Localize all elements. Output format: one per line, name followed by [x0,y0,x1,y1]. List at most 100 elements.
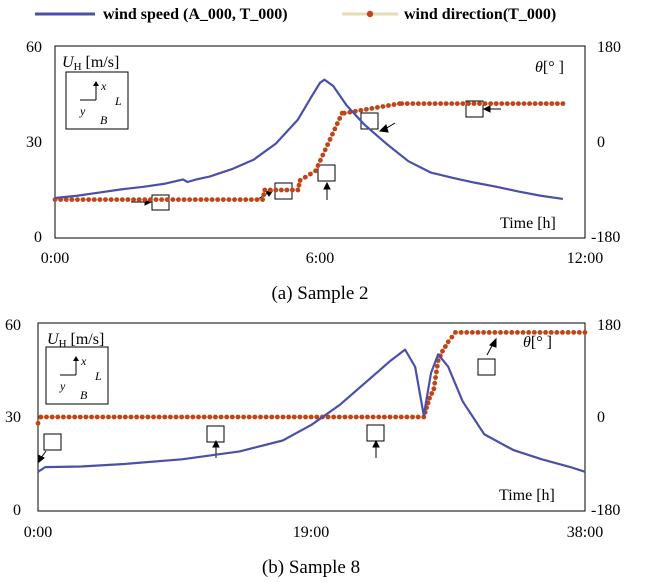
direction-point [571,330,577,335]
direction-point [209,197,215,203]
direction-point [290,187,295,193]
ylabel-left: UH [m/s] [62,54,119,73]
direction-point [330,131,335,137]
direction-point [538,101,544,106]
direction-point [119,197,125,203]
direction-point [232,197,237,203]
direction-point [358,107,364,113]
direction-point [576,330,582,335]
direction-point [131,197,136,203]
direction-point [167,414,173,420]
direction-point [445,339,451,345]
direction-point [35,420,41,426]
direction-point [363,106,369,112]
ylabel-right: θ[° ] [535,59,564,76]
direction-point [218,414,224,420]
direction-point [475,330,481,335]
direction-point [359,414,365,420]
direction-point [201,414,207,420]
ytick-left-60: 60 [26,39,42,56]
direction-point [72,414,78,420]
direction-point [421,414,427,420]
direction-point [443,101,449,106]
xtick-0: 0:00 [24,524,52,541]
direction-point [237,197,243,203]
direction-point [399,101,405,106]
direction-point [106,414,111,420]
direction-point [139,414,145,420]
direction-point [565,330,571,335]
direction-point [100,414,106,420]
direction-point [471,101,477,106]
ytick-left-30: 30 [5,409,21,426]
panel-caption: (a) Sample 2 [271,283,368,304]
axes-orientation-icon: x y L B [65,71,129,130]
direction-point [196,414,201,420]
direction-point [376,414,382,420]
svg-text:B: B [80,388,88,402]
direction-point [549,101,555,106]
direction-point [543,330,548,335]
marker-arrows [37,337,497,463]
direction-point [122,414,128,420]
direction-point [55,414,61,420]
direction-point [429,391,435,396]
direction-point [427,101,432,106]
axes-orientation-icon: x y L B [45,346,109,405]
direction-point [187,197,193,203]
direction-point [248,197,254,203]
svg-text:y: y [79,104,86,118]
direction-point [220,197,226,203]
direction-point [134,414,140,420]
direction-point [297,178,303,183]
xtick-6: 6:00 [306,250,334,267]
direction-point [336,414,342,420]
direction-point [526,330,532,335]
direction-point [303,414,308,420]
direction-point [458,330,464,335]
xlabel: Time [h] [500,215,556,232]
direction-point [337,116,343,121]
direction-point [431,386,437,392]
direction-point [136,197,142,203]
direction-point [498,330,503,335]
direction-point [582,330,588,335]
direction-point [341,110,347,116]
direction-point [353,414,359,420]
svg-text:x: x [100,79,107,93]
direction-point [560,101,566,106]
direction-point [296,182,302,188]
direction-point [274,414,280,420]
direction-point [427,395,432,401]
direction-point [554,330,560,335]
direction-point [477,101,482,106]
direction-point [387,414,393,420]
direction-point [83,414,89,420]
direction-point [342,414,348,420]
direction-point [142,197,148,203]
direction-point [66,414,72,420]
direction-point [509,330,515,335]
ytick-right-0: 0 [597,134,605,151]
direction-point [493,101,499,106]
direction-point [516,101,521,106]
direction-point [179,414,185,420]
direction-point [332,126,338,132]
direction-point [531,330,537,335]
direction-point [313,168,318,174]
direction-point [215,197,221,203]
direction-point [521,101,527,106]
ytick-right-180: 180 [597,317,621,334]
direction-point [77,414,83,420]
direction-point [370,414,376,420]
direction-point [308,414,314,420]
direction-point [295,187,301,193]
direction-point [44,414,49,420]
direction-point [111,414,117,420]
direction-point [315,163,321,168]
direction-point [75,197,80,203]
direction-point [434,369,439,375]
direction-point [398,414,404,420]
direction-point [348,414,353,420]
